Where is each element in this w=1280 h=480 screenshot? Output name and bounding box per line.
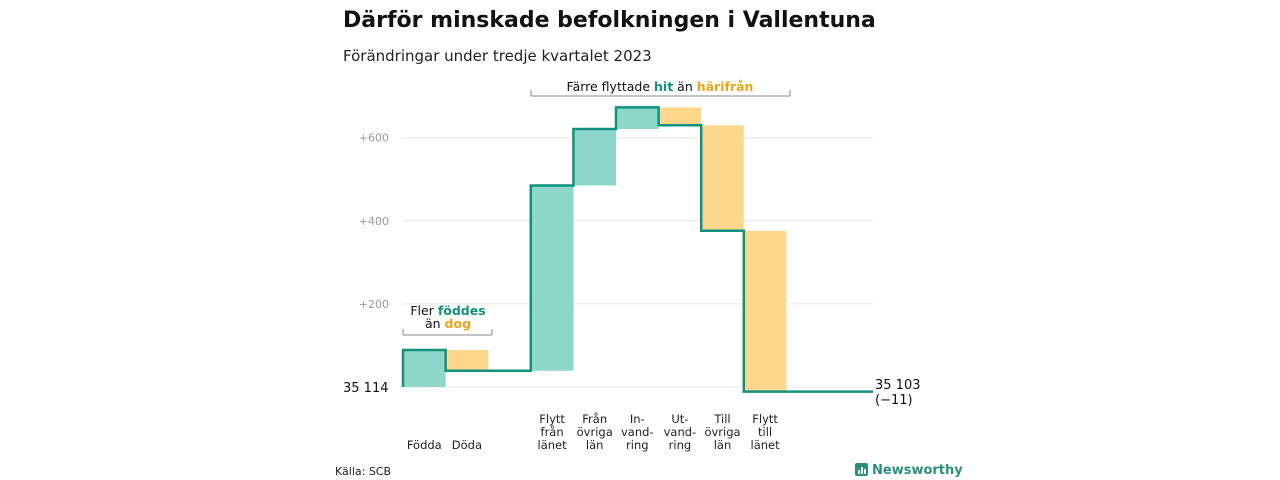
births-ann-prefix: Fler bbox=[410, 303, 437, 318]
category-labels: Födda Döda Flytt från länet Från övriga länIn-v… bbox=[407, 412, 780, 452]
bar bbox=[743, 230, 787, 392]
category-label: Födda bbox=[407, 438, 442, 452]
bar bbox=[530, 185, 574, 371]
moves-ann-highlight-in: hit bbox=[654, 79, 673, 94]
category-label: Flytt till länet bbox=[751, 412, 781, 452]
bar bbox=[403, 350, 446, 387]
category-label: Från övriga län bbox=[577, 412, 613, 452]
births-bracket bbox=[402, 329, 493, 336]
bar bbox=[701, 125, 744, 231]
bars bbox=[403, 107, 787, 392]
deaths-ann-prefix: än bbox=[425, 316, 445, 331]
moves-ann-middle: än bbox=[673, 79, 697, 94]
births-ann-highlight: föddes bbox=[438, 303, 486, 318]
bar bbox=[616, 107, 659, 129]
svg-text:än dog: än dog bbox=[425, 316, 471, 331]
deaths-ann-highlight: dog bbox=[445, 316, 471, 331]
births-annotation: Fler föddes än dog bbox=[402, 303, 493, 336]
category-label: Ut-vand-ring bbox=[664, 412, 697, 452]
y-tick-label: +600 bbox=[359, 132, 389, 145]
svg-text:Fler föddes: Fler föddes bbox=[410, 303, 485, 318]
cumulative-step-line bbox=[401, 106, 873, 393]
moves-annotation: Färre flyttade hit än härifrån bbox=[530, 79, 791, 97]
bar bbox=[445, 350, 489, 371]
y-tick-label: +400 bbox=[359, 215, 389, 228]
chart-title: Därför minskade befolkningen i Vallentun… bbox=[343, 8, 876, 33]
moves-bracket bbox=[530, 90, 791, 97]
category-label: Flytt från länet bbox=[538, 412, 568, 452]
chart-subtitle: Förändringar under tredje kvartalet 2023 bbox=[343, 47, 652, 65]
source-label: Källa: SCB bbox=[335, 465, 391, 478]
bar bbox=[658, 107, 702, 126]
svg-text:Färre flyttade hit än härifrån: Färre flyttade hit än härifrån bbox=[567, 79, 754, 94]
end-value-label: 35 103 bbox=[875, 378, 921, 393]
category-label: In-vand-ring bbox=[621, 412, 654, 452]
gridlines: +200 +400 +600 bbox=[359, 132, 873, 388]
start-value-label: 35 114 bbox=[343, 381, 389, 396]
logo-text: Newsworthy bbox=[872, 463, 963, 478]
moves-ann-highlight-out: härifrån bbox=[697, 79, 754, 94]
newsworthy-logo: Newsworthy bbox=[855, 463, 963, 478]
moves-ann-prefix: Färre flyttade bbox=[567, 79, 654, 94]
y-tick-label: +200 bbox=[359, 298, 389, 311]
category-label: Döda bbox=[452, 438, 482, 452]
bar bbox=[573, 128, 616, 186]
step-line bbox=[401, 106, 873, 393]
category-label: Till övriga län bbox=[704, 412, 740, 452]
end-change-label: (−11) bbox=[875, 393, 913, 408]
